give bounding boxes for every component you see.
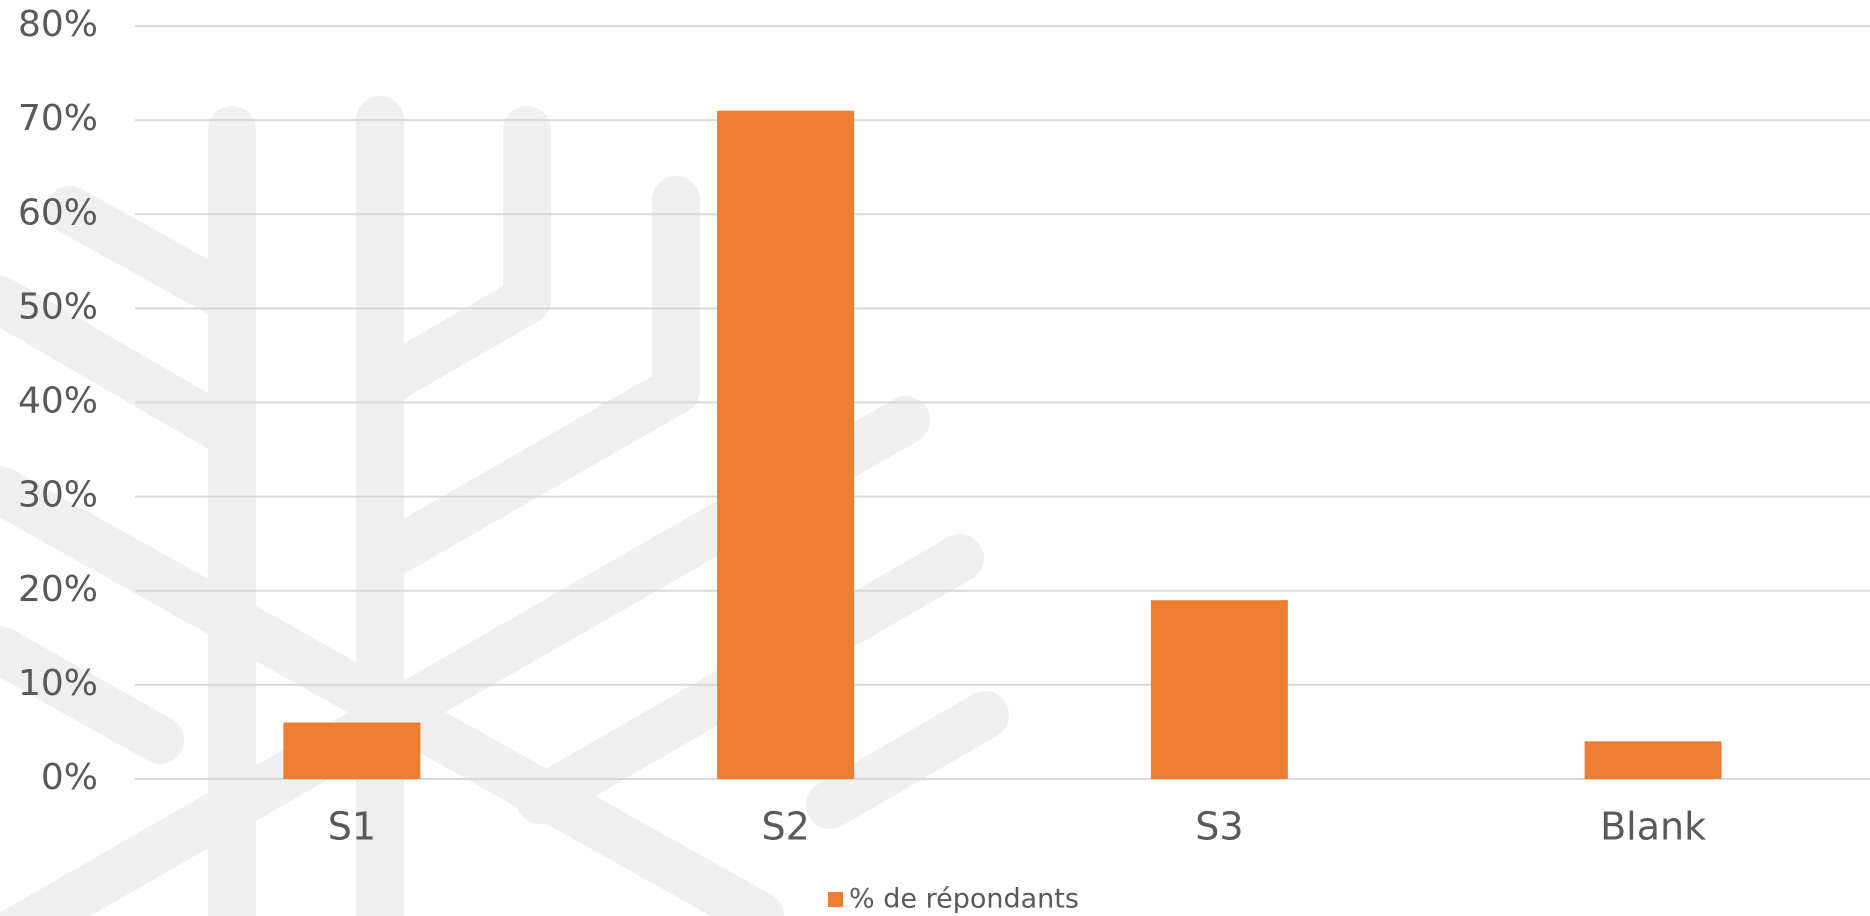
x-tick-label: Blank [1600,805,1706,849]
x-tick-label: S2 [761,805,809,849]
y-tick-label: 0% [41,757,98,798]
legend-swatch [828,892,843,907]
y-tick-label: 20% [18,569,98,610]
legend-label: % de répondants [849,884,1079,915]
y-tick-label: 30% [18,475,98,516]
bar [717,110,855,779]
y-tick-label: 50% [18,286,98,327]
y-tick-label: 60% [18,192,98,233]
y-tick-label: 70% [18,98,98,139]
bar [1584,741,1722,779]
x-tick-label: S1 [328,805,376,849]
bar [1150,600,1288,779]
background-decoration [0,96,1009,916]
y-tick-label: 40% [18,381,98,422]
x-tick-label: S3 [1195,805,1243,849]
bars [283,110,1722,779]
y-tick-label: 80% [18,4,98,45]
bar [283,722,421,779]
y-tick-label: 10% [18,663,98,704]
grid [135,25,1870,780]
